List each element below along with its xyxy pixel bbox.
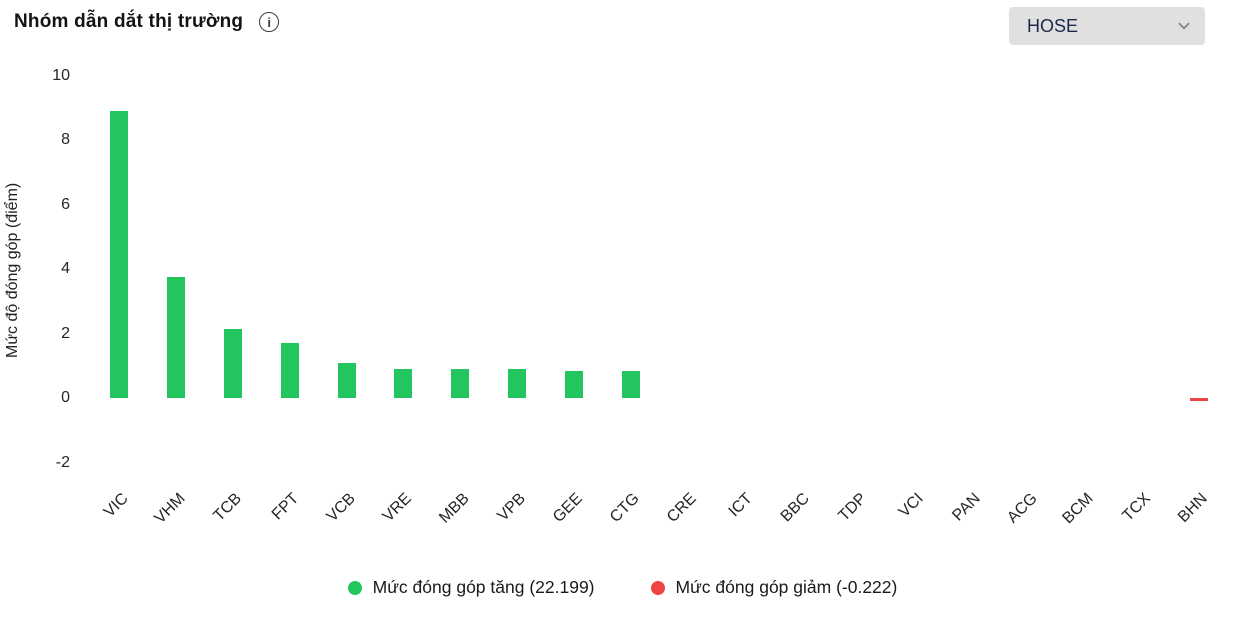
- legend-decrease-label: Mức đóng góp giảm (-0.222): [675, 577, 898, 597]
- y-axis-tick: 10: [52, 66, 70, 84]
- chart-legend: Mức đóng góp tăng (22.199) Mức đóng góp …: [0, 577, 1245, 598]
- exchange-dropdown[interactable]: HOSE: [1009, 7, 1205, 45]
- legend-increase-dot: [347, 580, 362, 595]
- bar-gee: [564, 370, 583, 398]
- bar-vic: [110, 110, 129, 398]
- x-axis-label: BHN: [1174, 490, 1211, 526]
- y-axis-tick: 0: [61, 389, 70, 406]
- bar-tcb: [224, 328, 242, 398]
- y-axis-tick: 4: [61, 260, 70, 277]
- bar-vcb: [337, 362, 356, 398]
- y-axis-tick: 6: [61, 195, 70, 213]
- bar-mbb: [451, 368, 470, 398]
- chart-header: Nhóm dẫn dắt thị trường i: [14, 11, 280, 33]
- y-axis-tick: 2: [61, 324, 70, 342]
- bar-vre: [394, 368, 413, 398]
- bar-vhm: [167, 277, 186, 398]
- legend-increase-label: Mức đóng góp tăng (22.199): [372, 577, 595, 597]
- info-icon[interactable]: i: [259, 12, 280, 32]
- legend-decrease-dot: [650, 580, 665, 595]
- bar-vpb: [508, 368, 526, 398]
- bar-bhn: [1189, 398, 1208, 402]
- y-axis-tick: 8: [61, 131, 70, 148]
- exchange-dropdown-value: HOSE: [1027, 15, 1079, 36]
- y-axis-tick: -2: [55, 453, 70, 471]
- bar-ctg: [621, 370, 640, 398]
- page-title: Nhóm dẫn dắt thị trường: [14, 11, 244, 32]
- bar-fpt: [280, 343, 299, 398]
- legend-item-increase[interactable]: Mức đóng góp tăng (22.199): [347, 577, 595, 598]
- legend-item-decrease[interactable]: Mức đóng góp giảm (-0.222): [650, 577, 898, 598]
- chevron-down-icon: [1175, 17, 1193, 35]
